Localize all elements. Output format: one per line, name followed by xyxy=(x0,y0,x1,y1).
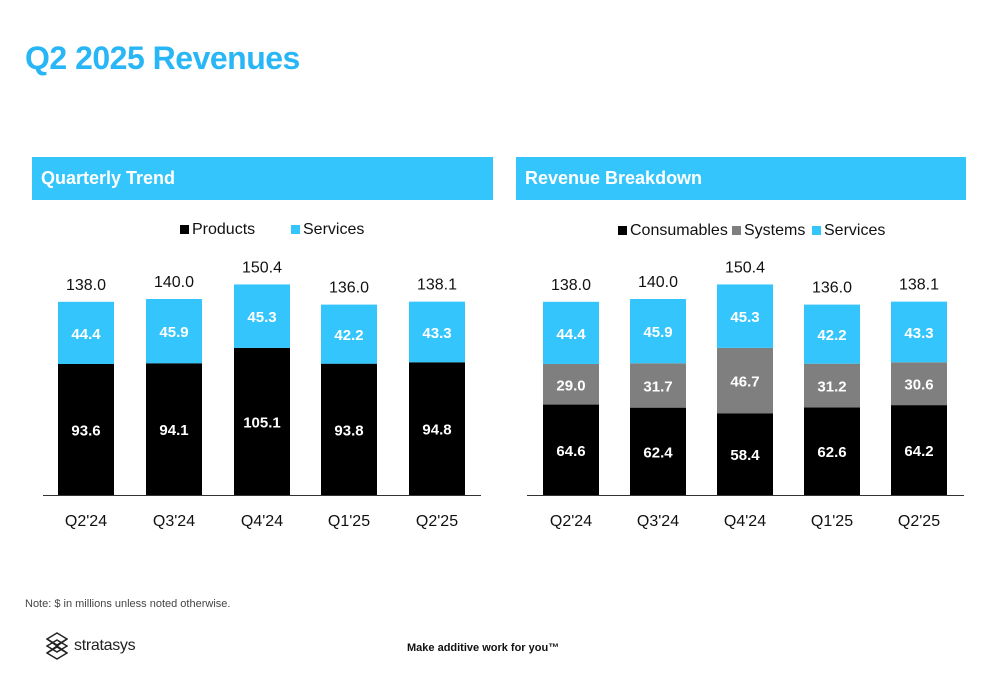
x-tick-label-q2-24: Q2'24 xyxy=(65,513,107,530)
bar-consumables-q3-24 xyxy=(630,407,686,495)
x-tick-label-q4-24: Q4'24 xyxy=(241,513,283,530)
x-tick-label-q3-24: Q3'24 xyxy=(153,513,195,530)
bar-services-q3-24 xyxy=(146,299,202,364)
data-label-consumables-q4-24: 58.4 xyxy=(730,447,760,464)
data-label-products-q1-25: 93.8 xyxy=(334,422,363,439)
data-label-services-q2-24: 44.4 xyxy=(71,326,101,343)
bar-consumables-q4-24 xyxy=(717,413,773,495)
legend-label-services: Services xyxy=(824,222,885,239)
bar-systems-q3-24 xyxy=(630,363,686,408)
data-label-services-q3-24: 45.9 xyxy=(643,324,672,341)
legend-item-services: Services xyxy=(812,222,885,239)
data-label-services-q3-24: 45.9 xyxy=(159,324,188,341)
data-label-services-q2-24: 44.4 xyxy=(556,326,586,343)
data-label-consumables-q2-24: 64.6 xyxy=(556,443,585,460)
legend-label-systems: Systems xyxy=(744,222,805,239)
legend-swatch-services xyxy=(812,226,821,235)
data-label-services-q1-25: 42.2 xyxy=(334,327,363,344)
x-tick-label-q3-24: Q3'24 xyxy=(637,513,679,530)
legend-swatch-services xyxy=(291,225,300,234)
total-label-q1-25: 136.0 xyxy=(812,280,852,297)
bar-services-q2-24 xyxy=(543,301,599,364)
bar-services-q4-24 xyxy=(234,284,290,348)
legend-item-products: Products xyxy=(180,221,255,238)
legend-label-consumables: Consumables xyxy=(630,222,728,239)
bar-services-q1-25 xyxy=(321,304,377,364)
total-label-q3-24: 140.0 xyxy=(638,274,678,291)
x-tick-label-q4-24: Q4'24 xyxy=(724,513,766,530)
footnote: Note: $ in millions unless noted otherwi… xyxy=(25,598,231,610)
bar-services-q4-24 xyxy=(717,284,773,348)
legend-swatch-consumables xyxy=(618,226,627,235)
total-label-q1-25: 136.0 xyxy=(329,280,369,297)
tagline: Make additive work for you™ xyxy=(407,642,560,654)
x-tick-label-q2-25: Q2'25 xyxy=(416,513,458,530)
total-label-q4-24: 150.4 xyxy=(725,259,765,276)
legend-item-services: Services xyxy=(291,221,364,238)
data-label-systems-q2-25: 30.6 xyxy=(904,377,933,394)
legend-swatch-systems xyxy=(732,226,741,235)
legend-swatch-products xyxy=(180,225,189,234)
data-label-products-q3-24: 94.1 xyxy=(159,422,188,439)
total-label-q3-24: 140.0 xyxy=(154,274,194,291)
page-title: Q2 2025 Revenues xyxy=(25,40,300,76)
bar-consumables-q2-25 xyxy=(891,405,947,495)
total-label-q4-24: 150.4 xyxy=(242,259,282,276)
bar-products-q4-24 xyxy=(234,347,290,495)
bar-systems-q2-25 xyxy=(891,362,947,406)
data-label-services-q1-25: 42.2 xyxy=(817,327,846,344)
bar-services-q2-25 xyxy=(891,301,947,363)
x-tick-label-q1-25: Q1'25 xyxy=(328,513,370,530)
data-label-systems-q2-24: 29.0 xyxy=(556,377,585,394)
data-label-products-q2-25: 94.8 xyxy=(422,422,451,439)
legend-label-products: Products xyxy=(192,221,255,238)
legend-label-services: Services xyxy=(303,221,364,238)
stratasys-logo: stratasys xyxy=(46,632,136,660)
bar-services-q1-25 xyxy=(804,304,860,364)
bar-products-q3-24 xyxy=(146,363,202,495)
total-label-q2-24: 138.0 xyxy=(551,277,591,294)
data-label-services-q4-24: 45.3 xyxy=(247,309,276,326)
bar-services-q2-25 xyxy=(409,301,465,363)
bar-products-q1-25 xyxy=(321,363,377,495)
data-label-products-q2-24: 93.6 xyxy=(71,422,100,439)
bar-consumables-q2-24 xyxy=(543,404,599,495)
data-label-systems-q4-24: 46.7 xyxy=(730,374,759,391)
total-label-q2-25: 138.1 xyxy=(899,277,939,294)
revenue-breakdown-header: Revenue Breakdown xyxy=(516,157,966,200)
bar-systems-q4-24 xyxy=(717,347,773,414)
data-label-services-q4-24: 45.3 xyxy=(730,309,759,326)
bar-services-q3-24 xyxy=(630,299,686,364)
x-tick-label-q1-25: Q1'25 xyxy=(811,513,853,530)
x-tick-label-q2-25: Q2'25 xyxy=(898,513,940,530)
bar-services-q2-24 xyxy=(58,301,114,364)
data-label-consumables-q1-25: 62.6 xyxy=(817,444,846,461)
total-label-q2-24: 138.0 xyxy=(66,277,106,294)
total-label-q2-25: 138.1 xyxy=(417,277,457,294)
legend-item-systems: Systems xyxy=(732,222,805,239)
data-label-consumables-q3-24: 62.4 xyxy=(643,444,673,461)
data-label-consumables-q2-25: 64.2 xyxy=(904,443,933,460)
stratasys-logo-icon xyxy=(46,632,68,660)
bar-products-q2-24 xyxy=(58,363,114,495)
quarterly-trend-header: Quarterly Trend xyxy=(32,157,493,200)
x-tick-label-q2-24: Q2'24 xyxy=(550,513,592,530)
legend-item-consumables: Consumables xyxy=(618,222,728,239)
bar-consumables-q1-25 xyxy=(804,407,860,495)
data-label-services-q2-25: 43.3 xyxy=(422,325,451,342)
data-label-systems-q3-24: 31.7 xyxy=(643,378,672,395)
bar-systems-q1-25 xyxy=(804,363,860,408)
data-label-products-q4-24: 105.1 xyxy=(243,414,281,431)
data-label-services-q2-25: 43.3 xyxy=(904,325,933,342)
data-label-systems-q1-25: 31.2 xyxy=(817,379,846,396)
bar-products-q2-25 xyxy=(409,362,465,495)
bar-systems-q2-24 xyxy=(543,363,599,405)
logo-wordmark: stratasys xyxy=(74,637,136,654)
